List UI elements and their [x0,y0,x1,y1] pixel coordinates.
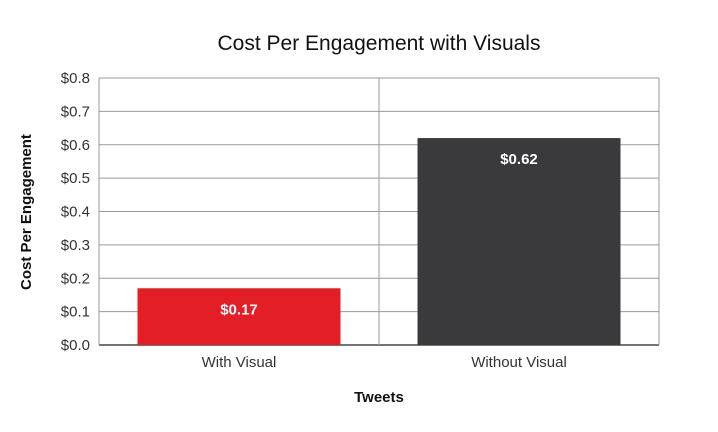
y-tick-label: $0.4 [61,204,90,221]
category-label: Without Visual [471,354,567,371]
bar-value-label: $0.62 [500,151,538,168]
y-tick-label: $0.3 [61,237,90,254]
bars: $0.17 $0.62 [137,138,621,345]
y-tick-label: $0.7 [61,103,90,120]
y-tick-label: $0.2 [61,270,90,287]
y-tick-label: $0.6 [61,137,90,154]
bar [137,288,341,345]
bar [417,138,621,345]
x-axis-title: Tweets [354,389,404,406]
chart-title: Cost Per Engagement with Visuals [218,32,541,55]
y-tick-label: $0.5 [61,170,90,187]
y-tick-label: $0.0 [61,337,90,354]
y-tick-label: $0.8 [61,70,90,87]
y-axis-title: Cost Per Engagement [18,134,35,290]
bar-value-label: $0.17 [220,301,258,318]
y-axis-ticks: $0.0 $0.1 $0.2 $0.3 $0.4 $0.5 $0.6 $0.7 $0.8 [61,70,90,354]
x-axis-categories: With Visual Without Visual [202,354,567,371]
y-tick-label: $0.1 [61,304,90,321]
category-label: With Visual [202,354,277,371]
